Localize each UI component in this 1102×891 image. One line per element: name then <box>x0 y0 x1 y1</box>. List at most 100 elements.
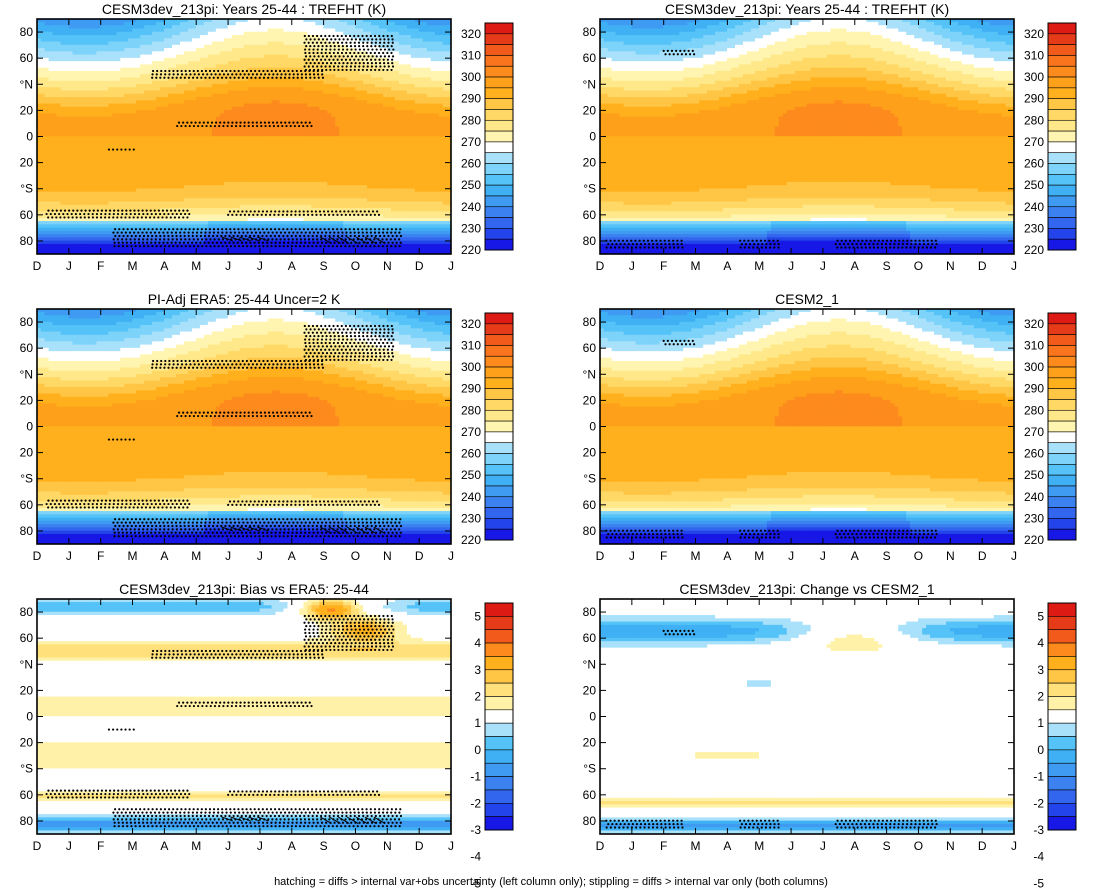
y-tick-label: 80 <box>20 605 34 619</box>
colorbar-label: 2 <box>1037 689 1044 703</box>
x-tick-label: J <box>257 549 263 563</box>
colorbar-swatch <box>1048 45 1076 56</box>
colorbar-swatch <box>485 616 513 629</box>
colorbar-swatch <box>1048 529 1076 540</box>
colorbar-swatch <box>485 486 513 497</box>
y-tick-label: 60 <box>583 51 597 65</box>
colorbar-swatch <box>485 603 513 616</box>
x-tick-label: O <box>351 259 360 273</box>
colorbar-label: 3 <box>1037 663 1044 677</box>
panel-p3: PI-Adj ERA5: 25-44 Uncer=2 KD J F M A M J J A S O N… <box>20 291 513 563</box>
colorbar-label: 5 <box>474 609 481 623</box>
x-tick-label: M <box>128 259 138 273</box>
colorbar-swatch <box>485 518 513 529</box>
colorbar-swatch <box>485 432 513 443</box>
colorbar-swatch <box>1048 153 1076 164</box>
y-tick-label: 20 <box>583 103 597 117</box>
y-tick-label: 20 <box>583 683 597 697</box>
colorbar-label: 270 <box>1024 425 1044 439</box>
colorbar-label: 320 <box>1024 317 1044 331</box>
x-tick-label: M <box>191 549 201 563</box>
colorbar-swatch <box>485 683 513 696</box>
colorbar-swatch <box>485 207 513 218</box>
colorbar-swatch <box>485 356 513 367</box>
colorbar-swatch <box>485 710 513 723</box>
colorbar-label: 290 <box>461 92 481 106</box>
colorbar-label: 4 <box>1037 636 1044 650</box>
x-tick-label: A <box>723 259 731 273</box>
x-tick-label: M <box>128 549 138 563</box>
colorbar-label: 260 <box>461 157 481 171</box>
colorbar-label: 250 <box>1024 178 1044 192</box>
colorbar-swatch <box>1048 683 1076 696</box>
x-tick-label: J <box>629 839 635 853</box>
colorbar-swatch <box>485 529 513 540</box>
x-tick-label: O <box>914 259 923 273</box>
colorbar-swatch <box>1048 518 1076 529</box>
x-tick-label: J <box>257 259 263 273</box>
colorbar-label: 280 <box>1024 403 1044 417</box>
colorbar-swatch <box>1048 239 1076 250</box>
y-tick-label: °N <box>583 77 596 91</box>
x-tick-label: F <box>97 549 104 563</box>
colorbar-swatch <box>485 803 513 816</box>
x-tick-label: J <box>225 839 231 853</box>
colorbar-label: -1 <box>470 770 481 784</box>
colorbar-swatch <box>485 218 513 229</box>
colorbar-swatch <box>485 723 513 736</box>
x-tick-label: J <box>629 549 635 563</box>
colorbar-label: 230 <box>1024 221 1044 235</box>
colorbar-swatch <box>1048 55 1076 66</box>
y-tick-label: 80 <box>583 605 597 619</box>
colorbar-swatch <box>1048 737 1076 750</box>
colorbar-label: 310 <box>461 338 481 352</box>
panel-p5: CESM3dev_213pi: Bias vs ERA5: 25-44D J F M A… <box>20 581 513 890</box>
y-tick-label: °S <box>583 472 596 486</box>
x-tick-label: D <box>978 839 987 853</box>
colorbar-label: 220 <box>1024 243 1044 257</box>
x-tick-label: M <box>754 259 764 273</box>
x-tick-label: M <box>691 259 701 273</box>
x-tick-label: S <box>883 839 891 853</box>
colorbar-swatch <box>1048 66 1076 77</box>
x-tick-label: S <box>320 549 328 563</box>
colorbar-label: 290 <box>1024 92 1044 106</box>
colorbar-swatch <box>485 120 513 131</box>
colorbar-swatch <box>1048 486 1076 497</box>
colorbar-swatch <box>485 34 513 45</box>
y-tick-label: 60 <box>583 341 597 355</box>
x-tick-label: M <box>691 549 701 563</box>
x-tick-label: M <box>128 839 138 853</box>
colorbar-label: 1 <box>1037 716 1044 730</box>
y-tick-label: 80 <box>583 814 597 828</box>
colorbar-label: 310 <box>1024 338 1044 352</box>
colorbar-swatch <box>485 464 513 475</box>
contour-fill <box>37 599 452 835</box>
colorbar-swatch <box>485 443 513 454</box>
colorbar-swatch <box>1048 750 1076 763</box>
colorbar-swatch <box>485 630 513 643</box>
colorbar-swatch <box>485 228 513 239</box>
colorbar-swatch <box>1048 196 1076 207</box>
panel-p4: CESM2_1D J F M A M J J A S O N D J8060°N20020°S608032… <box>583 291 1076 563</box>
x-tick-label: O <box>914 549 923 563</box>
y-tick-label: °N <box>583 367 596 381</box>
colorbar-swatch <box>1048 23 1076 34</box>
x-tick-label: A <box>160 259 168 273</box>
colorbar-swatch <box>485 99 513 110</box>
colorbar-swatch <box>1048 335 1076 346</box>
colorbar-label: 300 <box>461 360 481 374</box>
colorbar-swatch <box>1048 109 1076 120</box>
y-tick-label: °N <box>583 657 596 671</box>
y-tick-label: 0 <box>26 420 33 434</box>
colorbar-swatch <box>1048 670 1076 683</box>
colorbar-swatch <box>485 324 513 335</box>
colorbar-swatch <box>485 399 513 410</box>
colorbar-swatch <box>1048 421 1076 432</box>
colorbar-swatch <box>485 421 513 432</box>
colorbar-swatch <box>1048 817 1076 830</box>
colorbar-label: 250 <box>461 178 481 192</box>
colorbar-swatch <box>1048 630 1076 643</box>
